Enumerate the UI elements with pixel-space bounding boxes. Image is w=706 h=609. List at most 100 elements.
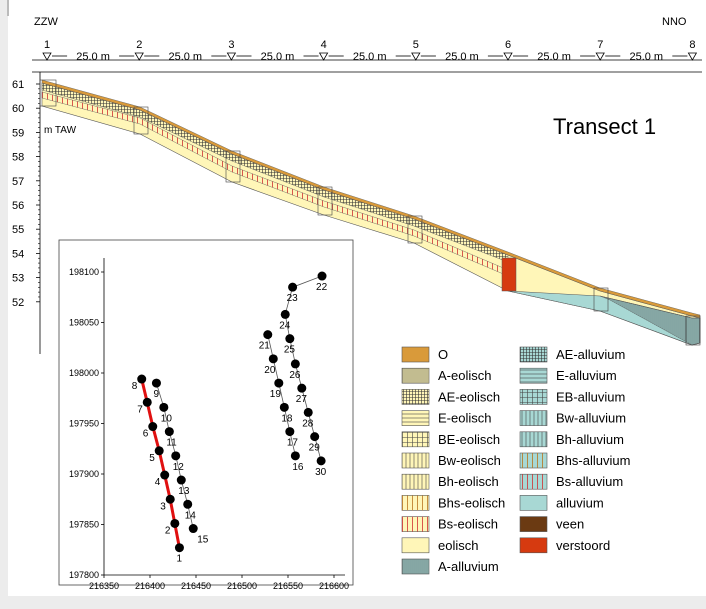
sample-point-label: 18 bbox=[281, 413, 293, 424]
sample-point-label: 3 bbox=[160, 501, 166, 512]
station-label: 3 bbox=[228, 39, 234, 51]
sample-point-label: 11 bbox=[166, 438, 177, 449]
sample-point bbox=[288, 282, 298, 292]
legend-swatch-pattern bbox=[402, 516, 429, 532]
sample-point-label: 27 bbox=[296, 394, 308, 405]
spacing-label: 25.0 m bbox=[261, 51, 295, 63]
sample-point bbox=[183, 499, 193, 509]
legend-swatch bbox=[519, 537, 548, 554]
station-label: 2 bbox=[136, 39, 142, 51]
boring-column-4 bbox=[317, 186, 333, 216]
sample-point-label: 10 bbox=[161, 413, 173, 424]
legend-swatch-pattern bbox=[402, 559, 429, 574]
station-label: 8 bbox=[689, 39, 695, 51]
axis-tick-label: 58 bbox=[12, 152, 24, 164]
spacing-label: 25.0 m bbox=[76, 51, 110, 63]
sample-point bbox=[171, 451, 181, 461]
sample-point bbox=[154, 446, 164, 456]
sample-point-label: 26 bbox=[289, 370, 301, 381]
sample-point-label: 22 bbox=[316, 282, 328, 293]
station-marker-icon bbox=[226, 52, 237, 61]
axis-unit: m TAW bbox=[44, 125, 77, 136]
axis-tick-label: 56 bbox=[12, 200, 24, 212]
spacing-label: 25.0 m bbox=[537, 51, 571, 63]
legend-label: E-alluvium bbox=[556, 368, 617, 383]
inset-x-tick-label: 216450 bbox=[181, 581, 211, 591]
legend-swatch bbox=[519, 516, 548, 532]
axis-tick-label: 60 bbox=[12, 103, 24, 115]
direction-right: NNO bbox=[662, 16, 687, 28]
sample-point-label: 12 bbox=[173, 462, 185, 473]
legend-swatch-pattern bbox=[520, 474, 547, 490]
legend-label: eolisch bbox=[438, 538, 478, 553]
sample-point-label: 30 bbox=[315, 467, 327, 478]
sample-point-label: 25 bbox=[284, 345, 296, 356]
spacing-label: 25.0 m bbox=[353, 51, 387, 63]
legend-swatch bbox=[401, 346, 430, 363]
boring-column-2 bbox=[133, 106, 149, 135]
axis-tick-label: 53 bbox=[12, 273, 24, 285]
inset-x-tick-label: 216350 bbox=[89, 581, 119, 591]
legend-label: verstoord bbox=[556, 538, 610, 553]
station-marker-icon bbox=[42, 52, 52, 61]
legend-label: AE-alluvium bbox=[556, 347, 625, 362]
legend-label: Bs-alluvium bbox=[556, 474, 623, 489]
legend-label: AE-eolisch bbox=[438, 389, 500, 404]
sample-point bbox=[297, 383, 307, 393]
legend-swatch-pattern bbox=[520, 368, 547, 384]
sample-point-label: 5 bbox=[149, 453, 155, 464]
boring-column-5 bbox=[407, 215, 423, 244]
sample-point bbox=[316, 456, 326, 466]
sample-point-label: 28 bbox=[302, 418, 314, 429]
sample-point bbox=[290, 451, 300, 461]
inset-y-tick-label: 198100 bbox=[69, 267, 99, 277]
station-label: 5 bbox=[413, 39, 419, 51]
sample-point bbox=[274, 378, 284, 388]
transect-profile bbox=[39, 79, 701, 346]
legend-label: Bs-eolisch bbox=[438, 517, 498, 532]
legend: O A-eolisch AE-eolisch E-eolisch BE-eolisch B… bbox=[401, 346, 630, 575]
legend-label: Bw-eolisch bbox=[438, 453, 501, 468]
sample-point-label: 7 bbox=[137, 404, 143, 415]
boring-column-8 bbox=[685, 315, 701, 346]
legend-swatch-pattern bbox=[402, 410, 429, 426]
transect-title: Transect 1 bbox=[553, 114, 656, 139]
legend-swatch-pattern bbox=[402, 368, 429, 384]
axis-tick-label: 52 bbox=[12, 297, 24, 309]
inset-x-tick-label: 216500 bbox=[227, 581, 257, 591]
sample-point-label: 13 bbox=[178, 486, 190, 497]
sample-point bbox=[263, 330, 273, 340]
legend-swatch-pattern bbox=[520, 410, 547, 426]
legend-label: A-eolisch bbox=[438, 368, 491, 383]
inset-y-tick-label: 198000 bbox=[69, 368, 99, 378]
sample-point-label: 21 bbox=[259, 341, 271, 352]
legend-label: Bhs-alluvium bbox=[556, 453, 630, 468]
sample-point-label: 2 bbox=[165, 525, 171, 536]
legend-swatch-pattern bbox=[402, 453, 429, 468]
inset-y-tick-label: 197950 bbox=[69, 419, 99, 429]
sample-point bbox=[285, 427, 295, 437]
axis-tick-label: 54 bbox=[12, 248, 24, 260]
legend-label: Bhs-eolisch bbox=[438, 495, 505, 510]
legend-swatch-pattern bbox=[520, 347, 547, 362]
sample-point-label: 1 bbox=[176, 554, 182, 565]
sample-point-label: 29 bbox=[309, 443, 321, 454]
legend-label: veen bbox=[556, 517, 584, 532]
axis-tick-label: 61 bbox=[12, 79, 24, 91]
inset-y-tick-label: 197900 bbox=[69, 469, 99, 479]
sample-point bbox=[142, 397, 152, 407]
sample-point-label: 14 bbox=[185, 510, 197, 521]
spacing-label: 25.0 m bbox=[629, 51, 663, 63]
sample-point bbox=[176, 475, 186, 485]
sample-point bbox=[303, 407, 313, 417]
sample-point bbox=[165, 494, 175, 504]
sample-point-label: 8 bbox=[132, 381, 138, 392]
sample-point-label: 6 bbox=[143, 429, 149, 440]
sample-point bbox=[160, 470, 170, 480]
verstoord-block bbox=[501, 257, 517, 292]
legend-label: Bw-alluvium bbox=[556, 411, 626, 426]
legend-label: EB-alluvium bbox=[556, 389, 625, 404]
station-marker-icon bbox=[134, 52, 144, 61]
sample-point bbox=[280, 309, 290, 319]
